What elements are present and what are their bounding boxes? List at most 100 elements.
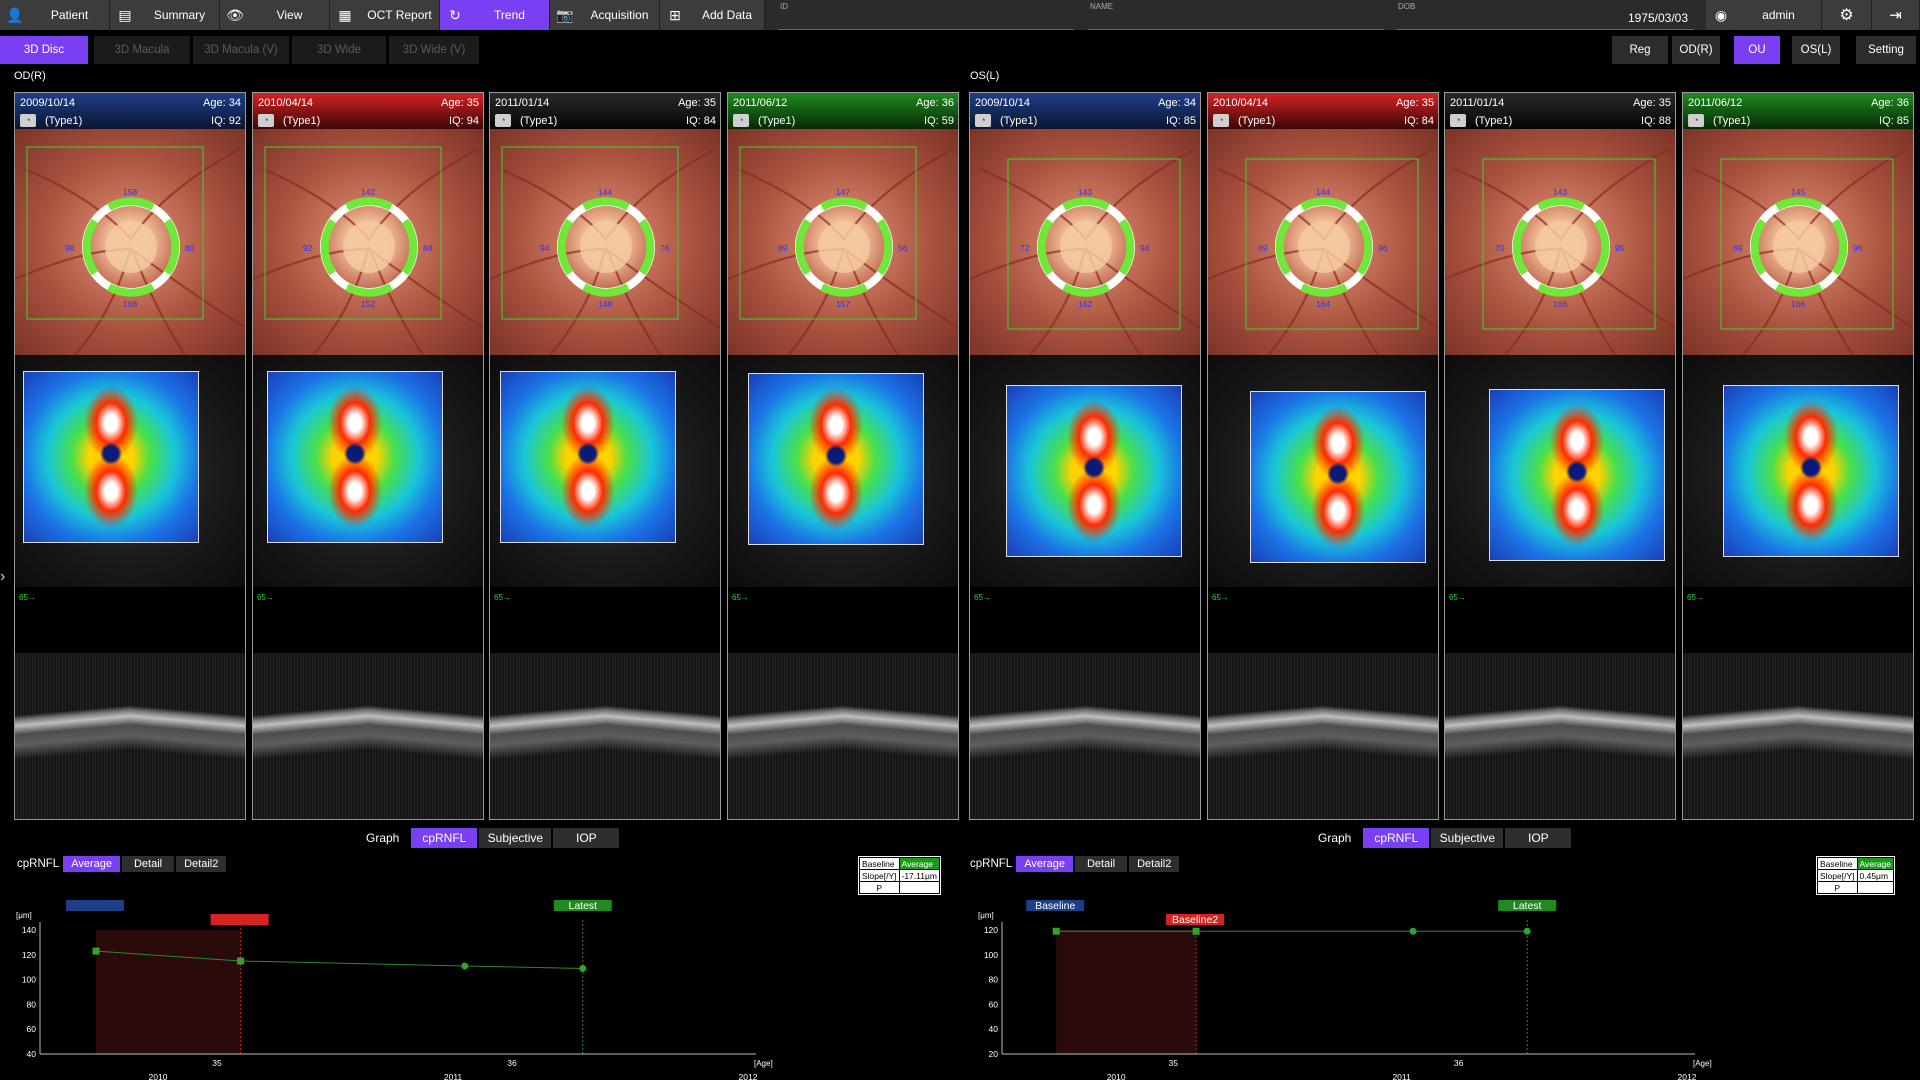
thickness-heatmap <box>1250 391 1426 563</box>
fundus-image[interactable]: 158 168 98 80 <box>15 129 245 355</box>
exam-header[interactable]: 2011/01/14 Age: 35 ◔ (Type1) IQ: 84 <box>490 93 720 129</box>
y-tick-label: 40 <box>989 1024 999 1034</box>
data-point <box>1192 927 1200 935</box>
exam-header[interactable]: 2009/10/14 Age: 34 ◔ (Type1) IQ: 92 <box>15 93 245 129</box>
data-point <box>579 964 587 972</box>
exam-column[interactable]: 2011/06/12 Age: 36 ◔ (Type1) IQ: 59 147 <box>727 92 959 820</box>
rnfl-left-value: 70 <box>1495 243 1505 253</box>
exam-date: 2011/01/14 <box>1450 97 1505 109</box>
bscan-image[interactable] <box>728 653 958 819</box>
thickness-map[interactable] <box>728 355 958 587</box>
exam-header[interactable]: 2011/01/14 Age: 35 ◔ (Type1) IQ: 88 <box>1445 93 1675 129</box>
bscan-image[interactable] <box>15 653 245 819</box>
person-icon: 👤 <box>6 6 24 23</box>
tab-subjective[interactable]: Subjective <box>1431 828 1504 848</box>
oct-report-button[interactable]: ▦ OCT Report <box>330 0 440 30</box>
logout-button[interactable]: ⇥ <box>1872 0 1920 30</box>
fundus-image[interactable]: 143 162 72 94 <box>970 129 1200 355</box>
exam-column[interactable]: 2009/10/14 Age: 34 ◔ (Type1) IQ: 85 143 <box>969 92 1201 820</box>
exam-header[interactable]: 2010/04/14 Age: 35 ◔ (Type1) IQ: 84 <box>1208 93 1438 129</box>
cprnfl-subtabs-right: cpRNFL Average Detail Detail2 <box>970 856 1181 872</box>
exam-marker-label: Baseline2 <box>1172 914 1218 926</box>
id-field[interactable]: ID <box>778 0 1074 30</box>
settings-button[interactable]: ⚙ <box>1822 0 1872 30</box>
exam-column[interactable]: 2011/01/14 Age: 35 ◔ (Type1) IQ: 84 144 <box>489 92 721 820</box>
subtab-detail[interactable]: Detail <box>1074 856 1128 872</box>
user-button[interactable]: ◉ admin <box>1706 0 1822 30</box>
od-button[interactable]: OD(R) <box>1672 36 1720 64</box>
exam-column[interactable]: 2010/04/14 Age: 35 ◔ (Type1) IQ: 84 144 <box>1207 92 1439 820</box>
thickness-map[interactable] <box>1445 355 1675 587</box>
mode-3d-macula[interactable]: 3D Macula <box>94 36 190 64</box>
thickness-map[interactable] <box>253 355 483 587</box>
setting-button[interactable]: Setting <box>1856 36 1916 64</box>
scan-gap: 65→ <box>253 587 483 653</box>
exam-column[interactable]: 2011/06/12 Age: 36 ◔ (Type1) IQ: 85 145 <box>1682 92 1914 820</box>
dob-field[interactable]: DOB 1975/03/03 <box>1396 0 1694 30</box>
subtab-detail[interactable]: Detail <box>121 856 175 872</box>
fundus-image[interactable]: 144 148 94 76 <box>490 129 720 355</box>
bscan-image[interactable] <box>1208 653 1438 819</box>
rnfl-inferior-value: 166 <box>1791 299 1806 309</box>
fundus-image[interactable]: 144 164 69 96 <box>1208 129 1438 355</box>
mode-3d-wide[interactable]: 3D Wide <box>292 36 386 64</box>
user-icon: ◉ <box>1714 6 1728 23</box>
tab-cprnfl[interactable]: cpRNFL <box>411 828 478 848</box>
rnfl-inferior-value: 168 <box>123 299 138 309</box>
reg-button[interactable]: Reg <box>1612 36 1668 64</box>
fundus-image[interactable]: 147 157 89 56 <box>728 129 958 355</box>
name-field[interactable]: NAME <box>1088 0 1384 30</box>
bscan-image[interactable] <box>1445 653 1675 819</box>
thickness-map[interactable] <box>490 355 720 587</box>
id-caption: ID <box>780 2 788 11</box>
subtab-average[interactable]: Average <box>63 856 120 872</box>
subtab-detail2[interactable]: Detail2 <box>1129 856 1180 872</box>
year-tick-label: 2010 <box>149 1072 168 1080</box>
x-axis-label: [Age] <box>1693 1059 1712 1068</box>
ou-button[interactable]: OU <box>1734 36 1780 64</box>
thickness-map[interactable] <box>1683 355 1913 587</box>
fundus-image[interactable]: 143 166 70 95 <box>1445 129 1675 355</box>
subtab-detail2[interactable]: Detail2 <box>176 856 227 872</box>
bscan-image[interactable] <box>1683 653 1913 819</box>
exam-age: Age: 35 <box>1396 97 1434 109</box>
bscan-image[interactable] <box>490 653 720 819</box>
os-button[interactable]: OS(L) <box>1792 36 1840 64</box>
exam-column[interactable]: 2011/01/14 Age: 35 ◔ (Type1) IQ: 88 143 <box>1444 92 1676 820</box>
tab-cprnfl[interactable]: cpRNFL <box>1363 828 1430 848</box>
acquisition-button[interactable]: 📷 Acquisition <box>550 0 660 30</box>
exam-header[interactable]: 2010/04/14 Age: 35 ◔ (Type1) IQ: 94 <box>253 93 483 129</box>
disc-overlay <box>1208 148 1438 355</box>
exam-header[interactable]: 2011/06/12 Age: 36 ◔ (Type1) IQ: 85 <box>1683 93 1913 129</box>
mode-3d-macula-v[interactable]: 3D Macula (V) <box>193 36 289 64</box>
bscan-image[interactable] <box>970 653 1200 819</box>
tab-subjective[interactable]: Subjective <box>479 828 552 848</box>
exam-header[interactable]: 2009/10/14 Age: 34 ◔ (Type1) IQ: 85 <box>970 93 1200 129</box>
exam-column[interactable]: 2010/04/14 Age: 35 ◔ (Type1) IQ: 94 142 <box>252 92 484 820</box>
expand-panel-icon[interactable]: › <box>0 568 6 585</box>
tab-iop[interactable]: IOP <box>553 828 620 848</box>
bscan-image[interactable] <box>253 653 483 819</box>
dob-value: 1975/03/03 <box>1627 11 1688 25</box>
rnfl-left-value: 69 <box>1258 243 1268 253</box>
mode-3d-disc[interactable]: 3D Disc <box>0 36 88 64</box>
thickness-map[interactable] <box>15 355 245 587</box>
subtab-average[interactable]: Average <box>1016 856 1073 872</box>
thickness-map[interactable] <box>970 355 1200 587</box>
summary-button[interactable]: ▤ Summary <box>110 0 220 30</box>
scan-gap: 65→ <box>1208 587 1438 653</box>
rnfl-superior-value: 143 <box>1553 187 1568 197</box>
view-button[interactable]: 👁 View <box>220 0 330 30</box>
data-point <box>1409 927 1417 935</box>
fundus-image[interactable]: 142 152 92 84 <box>253 129 483 355</box>
fundus-image[interactable]: 145 166 69 96 <box>1683 129 1913 355</box>
exam-column[interactable]: 2009/10/14 Age: 34 ◔ (Type1) IQ: 92 158 <box>14 92 246 820</box>
thickness-map[interactable] <box>1208 355 1438 587</box>
exam-iq: IQ: 94 <box>449 115 479 127</box>
tab-iop[interactable]: IOP <box>1505 828 1572 848</box>
add-data-button[interactable]: ⊞ Add Data <box>660 0 765 30</box>
exam-header[interactable]: 2011/06/12 Age: 36 ◔ (Type1) IQ: 59 <box>728 93 958 129</box>
patient-button[interactable]: 👤 Patient <box>0 0 110 30</box>
trend-button[interactable]: ↻ Trend <box>440 0 550 30</box>
mode-3d-wide-v[interactable]: 3D Wide (V) <box>389 36 479 64</box>
